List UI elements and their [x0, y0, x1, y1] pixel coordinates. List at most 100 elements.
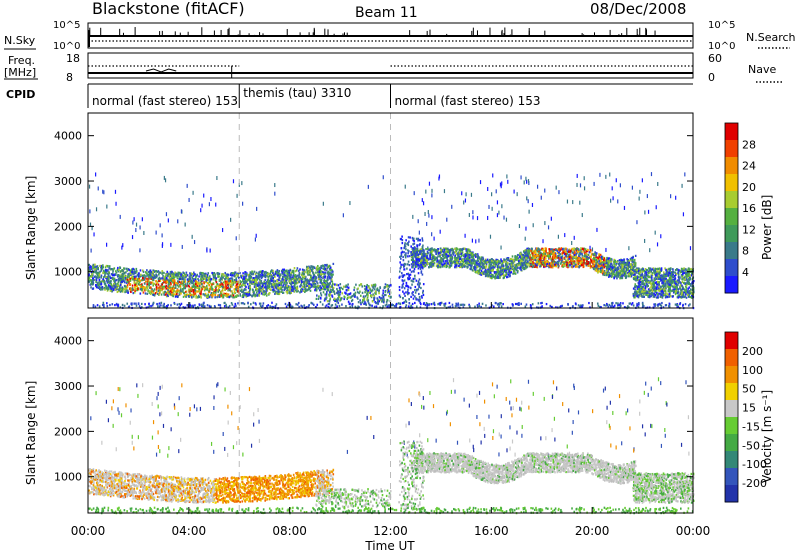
heatmap-cell [176, 282, 179, 285]
heatmap-cell [479, 180, 482, 185]
heatmap-cell [579, 257, 582, 260]
heatmap-cell [553, 248, 556, 251]
heatmap-cell [587, 261, 590, 264]
heatmap-cell [461, 191, 463, 196]
heatmap-cell [320, 266, 323, 269]
heatmap-cell [252, 279, 254, 282]
heatmap-cell [227, 276, 230, 279]
heatmap-cell [286, 288, 289, 291]
heatmap-cell [323, 266, 326, 269]
heatmap-cell [341, 287, 344, 291]
heatmap-cell [233, 273, 236, 276]
heatmap-cell [639, 189, 641, 194]
heatmap-cell [309, 278, 312, 281]
heatmap-cell [136, 273, 139, 276]
heatmap-cell [208, 276, 210, 280]
heatmap-cell [137, 280, 140, 283]
heatmap-cell [285, 270, 287, 273]
heatmap-cell [241, 288, 243, 291]
heatmap-cell [592, 258, 594, 261]
heatmap-cell [195, 296, 197, 299]
heatmap-cell [155, 230, 157, 235]
heatmap-cell [451, 256, 454, 260]
heatmap-cell [133, 271, 135, 274]
heatmap-cell [322, 267, 325, 270]
heatmap-cell [180, 209, 183, 214]
heatmap-cell [129, 277, 132, 281]
heatmap-cell [198, 275, 200, 278]
heatmap-cell [480, 273, 482, 276]
heatmap-cell [237, 288, 239, 291]
heatmap-cell [113, 267, 116, 270]
heatmap-cell [371, 285, 374, 288]
heatmap-cell [288, 274, 291, 277]
heatmap-cell [322, 264, 325, 267]
heatmap-cell [250, 272, 253, 275]
heatmap-cell [329, 298, 331, 301]
heatmap-cell [288, 285, 290, 289]
heatmap-cell [431, 215, 433, 220]
heatmap-cell [500, 184, 502, 189]
heatmap-cell [112, 268, 115, 271]
heatmap-cell [134, 276, 136, 279]
heatmap-cell [200, 275, 202, 278]
heatmap-cell [227, 287, 230, 291]
heatmap-cell [332, 288, 334, 291]
heatmap-cell [258, 281, 260, 284]
heatmap-cell [281, 281, 283, 284]
heatmap-cell [433, 248, 436, 251]
heatmap-cell [289, 289, 291, 292]
heatmap-cell [186, 274, 189, 277]
heatmap-cell [96, 282, 99, 285]
heatmap-cell [555, 185, 557, 190]
heatmap-cell [286, 290, 289, 293]
heatmap-cell [195, 280, 197, 283]
heatmap-cell [288, 291, 290, 294]
heatmap-cell [647, 209, 650, 214]
heatmap-cell [632, 262, 635, 266]
heatmap-cell [174, 284, 177, 287]
heatmap-cell [90, 267, 93, 270]
heatmap-cell [251, 270, 254, 273]
heatmap-cell [654, 230, 656, 235]
heatmap-cell [192, 285, 194, 288]
heatmap-cell [149, 286, 152, 289]
freq-tick-top: 18 [66, 52, 80, 65]
heatmap-cell [176, 284, 179, 287]
heatmap-cell [344, 291, 346, 294]
heatmap-cell [497, 276, 500, 280]
heatmap-cell [163, 276, 166, 279]
heatmap-cell [102, 189, 104, 194]
heatmap-cell [198, 286, 201, 289]
heatmap-cell [538, 249, 541, 253]
heatmap-cell [114, 285, 117, 288]
heatmap-cell [242, 295, 245, 299]
heatmap-cell [194, 273, 196, 276]
heatmap-cell [148, 284, 151, 287]
heatmap-cell [428, 266, 430, 269]
heatmap-cell [147, 273, 150, 276]
heatmap-cell [224, 280, 227, 283]
heatmap-cell [326, 280, 328, 283]
heatmap-cell [88, 268, 91, 271]
heatmap-cell [451, 252, 454, 255]
heatmap-cell [256, 287, 259, 291]
heatmap-cell [464, 233, 466, 238]
heatmap-cell [622, 261, 625, 264]
heatmap-cell [558, 251, 560, 254]
heatmap-cell [116, 290, 119, 294]
heatmap-cell [581, 254, 584, 257]
heatmap-cell [543, 251, 545, 254]
heatmap-cell [294, 279, 296, 282]
heatmap-cell [619, 272, 622, 275]
heatmap-cell [317, 271, 320, 274]
heatmap-cell [290, 271, 293, 274]
heatmap-cell [249, 274, 251, 277]
heatmap-cell [94, 270, 96, 273]
heatmap-cell [122, 288, 125, 291]
heatmap-cell [193, 285, 196, 288]
heatmap-cell [417, 219, 419, 224]
heatmap-cell [383, 298, 385, 301]
heatmap-cell [253, 270, 256, 273]
heatmap-cell [165, 295, 168, 298]
